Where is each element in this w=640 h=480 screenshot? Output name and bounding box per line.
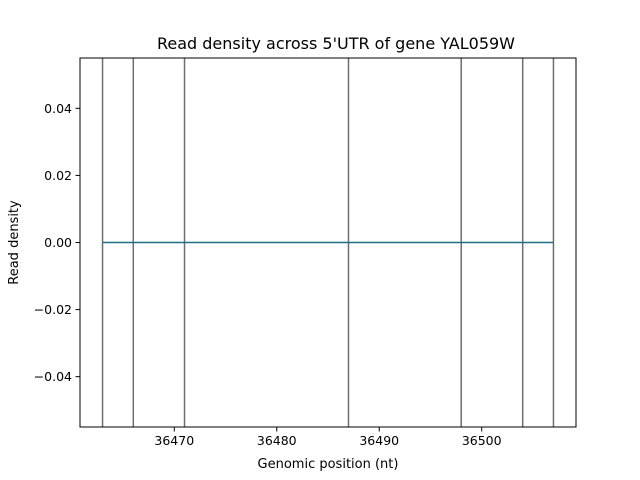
y-tick-label-0: −0.04	[34, 369, 72, 384]
y-tick-label-1: −0.02	[34, 302, 72, 317]
x-tick-label-1: 36480	[257, 433, 297, 448]
y-axis: −0.04 −0.02 0.00 0.02 0.04	[34, 101, 80, 384]
x-tick-label-2: 36490	[359, 433, 399, 448]
x-tick-label-0: 36470	[154, 433, 194, 448]
x-axis-label: Genomic position (nt)	[258, 457, 399, 472]
y-tick-label-3: 0.02	[44, 168, 72, 183]
y-tick-label-2: 0.00	[44, 235, 72, 250]
y-tick-label-4: 0.04	[44, 101, 72, 116]
x-axis: 36470 36480 36490 36500	[154, 427, 502, 448]
y-axis-label: Read density	[7, 200, 22, 285]
chart-title: Read density across 5'UTR of gene YAL059…	[157, 34, 515, 53]
x-tick-label-3: 36500	[462, 433, 502, 448]
